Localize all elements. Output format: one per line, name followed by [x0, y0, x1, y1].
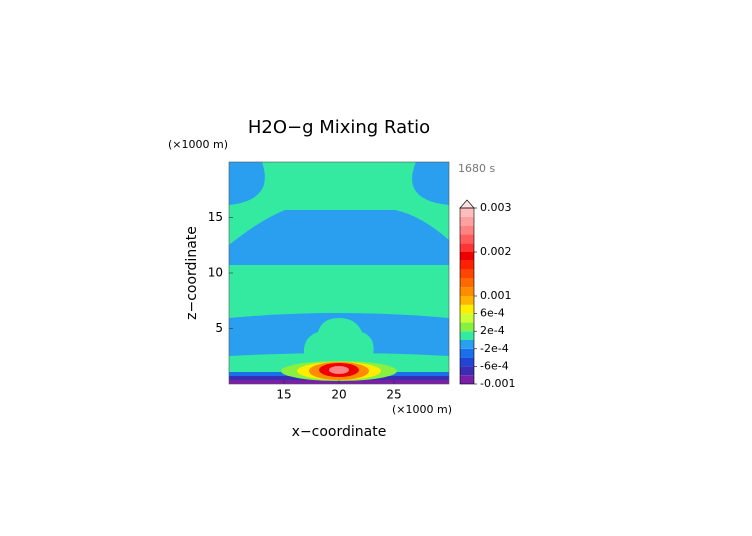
colorbar-band: [460, 366, 474, 376]
colorbar-tick-label: -2e-4: [480, 342, 509, 355]
chart-title: H2O−g Mixing Ratio: [248, 117, 430, 138]
contour-region: [329, 366, 349, 374]
colorbar-band: [460, 269, 474, 279]
y-tick-label: 15: [208, 210, 223, 224]
colorbar-band: [460, 375, 474, 384]
colorbar-band: [460, 313, 474, 323]
colorbar-tick-label: 2e-4: [480, 324, 505, 337]
colorbar-band: [460, 304, 474, 314]
colorbar-band: [460, 260, 474, 270]
x-unit: (×1000 m): [392, 403, 452, 416]
y-tick-label: 10: [208, 266, 223, 280]
contour-region: [229, 162, 449, 216]
colorbar-band: [460, 234, 474, 244]
colorbar-band: [460, 287, 474, 296]
contour-field: [229, 162, 449, 384]
contour-region: [303, 318, 374, 360]
x-tick-label: 25: [386, 388, 401, 402]
colorbar-band: [460, 331, 474, 340]
colorbar-band: [460, 208, 474, 217]
colorbar-band: [460, 348, 474, 358]
colorbar-band: [460, 216, 474, 226]
x-tick-label: 20: [331, 388, 346, 402]
y-tick-label: 5: [215, 321, 223, 335]
colorbar-tick-label: 0.003: [480, 201, 512, 214]
colorbar-band: [460, 340, 474, 349]
colorbar-band: [460, 296, 474, 305]
colorbar-band: [460, 225, 474, 235]
colorbar-band: [460, 252, 474, 261]
x-tick-label: 15: [276, 388, 291, 402]
colorbar-tick-label: -6e-4: [480, 359, 509, 372]
colorbar-band: [460, 322, 474, 332]
colorbar-tick-label: 6e-4: [480, 307, 505, 320]
colorbar-tick-label: 0.002: [480, 245, 512, 258]
colorbar-band: [460, 357, 474, 367]
time-label: 1680 s: [458, 162, 495, 175]
x-axis-label: x−coordinate: [292, 424, 387, 440]
colorbar-band: [460, 278, 474, 288]
colorbar-band: [460, 243, 474, 252]
y-unit: (×1000 m): [168, 138, 228, 151]
colorbar-tick-label: -0.001: [480, 377, 515, 390]
colorbar-tick-label: 0.001: [480, 289, 512, 302]
y-axis-label: z−coordinate: [184, 226, 200, 320]
contour-region: [229, 210, 449, 265]
